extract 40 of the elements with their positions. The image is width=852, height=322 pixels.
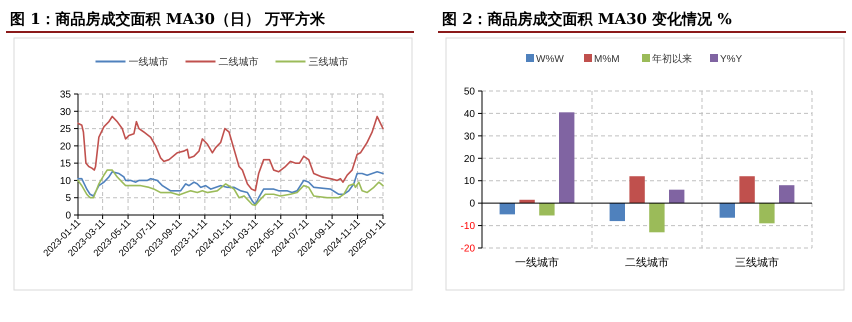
y-tick-label: 35 — [60, 90, 72, 100]
y-tick-label: -20 — [460, 244, 476, 254]
bar — [559, 112, 574, 204]
y-tick-label: 0 — [469, 198, 476, 210]
y-tick-label: 20 — [464, 154, 476, 165]
legend-label: 二线城市 — [218, 56, 258, 68]
y-tick-label: 5 — [65, 193, 72, 204]
x-tick-label: 一线城市 — [515, 256, 559, 269]
y-tick-label: 15 — [60, 158, 72, 170]
y-tick-label: 30 — [60, 106, 72, 118]
chart-title: 图 2：商品房成交面积 MA30 变化情况 % — [442, 10, 732, 28]
bar — [539, 203, 555, 216]
bar — [629, 176, 645, 204]
y-tick-label: -10 — [460, 221, 476, 232]
bar — [669, 190, 684, 204]
bar — [739, 176, 755, 204]
bar — [610, 203, 625, 222]
y-tick-label: 10 — [464, 176, 476, 188]
y-tick-label: 0 — [65, 210, 72, 222]
bar — [720, 203, 735, 218]
bar — [779, 185, 794, 204]
y-tick-label: 20 — [60, 141, 72, 152]
bar — [759, 203, 775, 224]
y-tick-label: 25 — [60, 124, 72, 136]
legend-label: 年初以来 — [652, 53, 692, 65]
y-tick-label: 50 — [464, 86, 476, 98]
line-series — [77, 116, 384, 192]
legend-label: M%M — [594, 54, 620, 65]
bar — [649, 203, 665, 232]
y-tick-label: 40 — [464, 108, 476, 120]
legend-label: Y%Y — [720, 54, 743, 65]
x-tick-label: 三线城市 — [735, 256, 779, 269]
y-tick-label: 10 — [60, 176, 72, 187]
legend-label: 一线城市 — [128, 56, 168, 68]
x-tick-label: 二线城市 — [625, 256, 669, 269]
legend-label: 三线城市 — [308, 56, 348, 68]
bar — [500, 203, 515, 214]
y-tick-label: 30 — [464, 131, 476, 142]
legend-label: W%W — [536, 54, 564, 65]
chart-title: 图 1：商品房成交面积 MA30（日） 万平方米 — [10, 10, 326, 28]
